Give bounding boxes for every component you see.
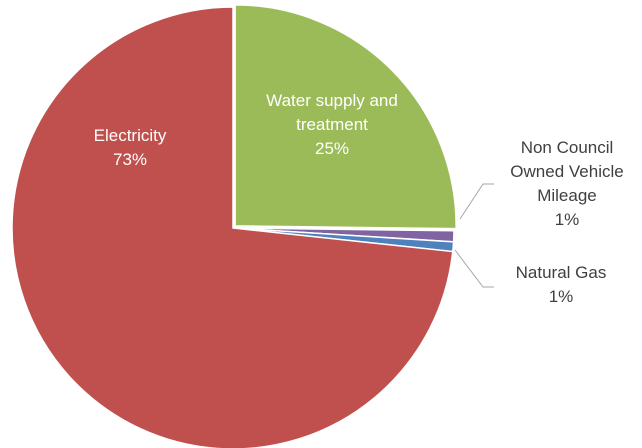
pie-slice: [234, 4, 457, 230]
slice-name: Mileage: [537, 186, 597, 205]
leader-line: [459, 183, 494, 220]
slice-label: Natural Gas 1%: [516, 263, 607, 306]
pie-slices: [11, 4, 457, 448]
slice-name: Non Council: [521, 138, 614, 157]
pie-slice: [11, 6, 454, 448]
slice-percent: 1%: [555, 210, 580, 229]
slice-label: Water supply and treatment 25%: [266, 91, 398, 158]
slice-name: Natural Gas: [516, 263, 607, 282]
leader-lines: [454, 183, 494, 288]
slice-name: Electricity: [94, 126, 167, 145]
slice-name: Owned Vehicle: [510, 162, 623, 181]
slice-percent: 1%: [549, 287, 574, 306]
slice-label: Non Council Owned Vehicle Mileage 1%: [510, 138, 623, 229]
slice-labels: Water supply and treatment 25% Non Council O…: [94, 91, 624, 306]
slice-label: Electricity 73%: [94, 126, 167, 169]
slice-percent: 73%: [113, 150, 147, 169]
slice-percent: 25%: [315, 139, 349, 158]
leader-line: [454, 249, 494, 288]
slice-name: Water supply and: [266, 91, 398, 110]
slice-name: treatment: [296, 115, 368, 134]
